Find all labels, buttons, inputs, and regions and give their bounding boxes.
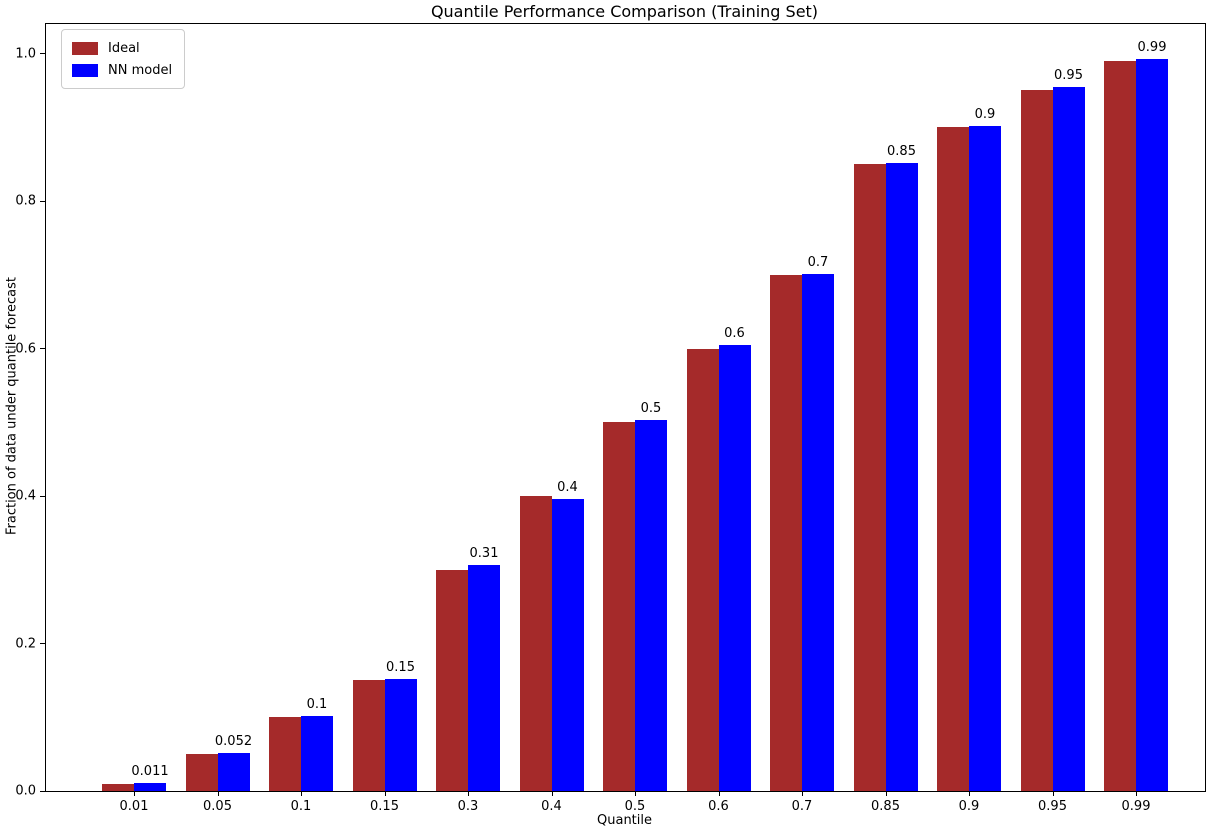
bar-ideal: [603, 422, 635, 791]
y-tick-mark: [40, 53, 45, 54]
bar-value-label: 0.99: [1137, 39, 1167, 55]
legend: Ideal NN model: [61, 29, 186, 89]
y-tick-mark: [40, 643, 45, 644]
bar-nn-model: [468, 565, 500, 791]
x-tick-mark: [1136, 791, 1137, 796]
bar-value-label: 0.4: [557, 479, 578, 495]
x-tick-mark: [802, 791, 803, 796]
y-tick-label: 1.0: [15, 46, 36, 61]
x-tick-label: 0.15: [370, 799, 399, 814]
bar-value-label: 0.1: [306, 696, 328, 712]
x-tick-mark: [885, 791, 887, 796]
bar-value-label: 0.052: [214, 733, 253, 749]
x-tick-mark: [1052, 791, 1054, 796]
y-tick-mark: [40, 348, 45, 349]
bar-nn-model: [134, 782, 166, 791]
x-tick-mark: [217, 791, 219, 796]
y-tick-label: 0.4: [15, 488, 36, 504]
bar-nn-model: [384, 678, 417, 791]
bar-value-label: 0.85: [887, 144, 916, 160]
x-tick-label: 0.5: [624, 799, 646, 814]
x-tick-mark: [718, 791, 720, 796]
bar-nn-model: [551, 498, 584, 791]
bar-value-label: 0.7: [807, 255, 829, 271]
x-tick-label: 0.01: [119, 799, 149, 814]
legend-swatch: [72, 41, 98, 55]
bar-value-label: 0.31: [469, 546, 499, 562]
legend-label: Ideal: [108, 40, 140, 56]
bar-nn-model: [718, 344, 751, 791]
x-tick-label: 0.85: [871, 799, 900, 814]
x-tick-label: 0.4: [541, 799, 562, 814]
bar-ideal: [1020, 90, 1053, 791]
bar-ideal: [937, 127, 969, 791]
bar-value-label: 0.011: [131, 763, 169, 779]
legend-entry: Ideal: [72, 37, 172, 59]
x-tick-label: 0.1: [290, 799, 312, 814]
bar-nn-model: [1136, 58, 1168, 791]
bar-value-label: 0.9: [974, 106, 996, 122]
x-tick-label: 0.3: [457, 799, 479, 814]
bar-ideal: [853, 164, 886, 791]
y-tick-label: 0.2: [15, 636, 36, 651]
bar-nn-model: [217, 752, 250, 791]
x-tick-mark: [551, 791, 553, 796]
x-tick-mark: [134, 791, 135, 796]
bar-ideal: [185, 754, 218, 791]
y-tick-label: 0.0: [15, 783, 36, 799]
x-tick-mark: [384, 791, 386, 796]
x-tick-mark: [468, 791, 469, 796]
chart-title: Quantile Performance Comparison (Trainin…: [430, 2, 819, 21]
bar-ideal: [1104, 60, 1136, 791]
y-tick-mark: [40, 495, 45, 497]
plot-area: 0.011 0.052 0.1 0.15 0.31 0.4 0.5 0.6 0.7 0.85 0.9…: [15, 23, 1206, 814]
x-tick-label: 0.99: [1121, 799, 1151, 814]
bar-value-label: 0.5: [640, 401, 662, 417]
bar-ideal: [269, 717, 301, 791]
bar-ideal: [686, 348, 719, 791]
bar-nn-model: [301, 715, 333, 791]
bar-value-label: 0.95: [1054, 67, 1083, 83]
y-tick-mark: [40, 200, 45, 202]
x-tick-mark: [969, 791, 970, 796]
x-tick-mark: [635, 791, 636, 796]
bar-ideal: [352, 680, 385, 791]
x-tick-mark: [301, 791, 302, 796]
x-tick-label: 0.9: [958, 799, 980, 814]
bar-value-label: 0.15: [386, 659, 415, 675]
x-tick-label: 0.6: [708, 799, 729, 814]
bar-value-label: 0.6: [724, 325, 745, 341]
legend-swatch: [72, 63, 98, 77]
y-tick-label: 0.6: [15, 341, 36, 356]
bar-nn-model: [1052, 86, 1085, 791]
x-tick-label: 0.95: [1038, 799, 1067, 814]
x-tick-label: 0.7: [791, 799, 813, 814]
bar-ideal: [770, 274, 802, 791]
y-tick-mark: [40, 790, 45, 792]
bar-nn-model: [969, 125, 1001, 791]
bar-ideal: [436, 569, 468, 791]
legend-entry: NN model: [72, 59, 172, 81]
bar-ideal: [102, 783, 134, 791]
legend-label: NN model: [108, 62, 173, 78]
bar-nn-model: [802, 274, 834, 791]
y-tick-label: 0.8: [15, 193, 36, 209]
bar-ideal: [519, 496, 552, 791]
bar-nn-model: [885, 163, 918, 791]
x-axis-label: Quantile: [597, 813, 652, 828]
x-tick-label: 0.05: [203, 799, 232, 814]
bar-nn-model: [635, 420, 667, 791]
